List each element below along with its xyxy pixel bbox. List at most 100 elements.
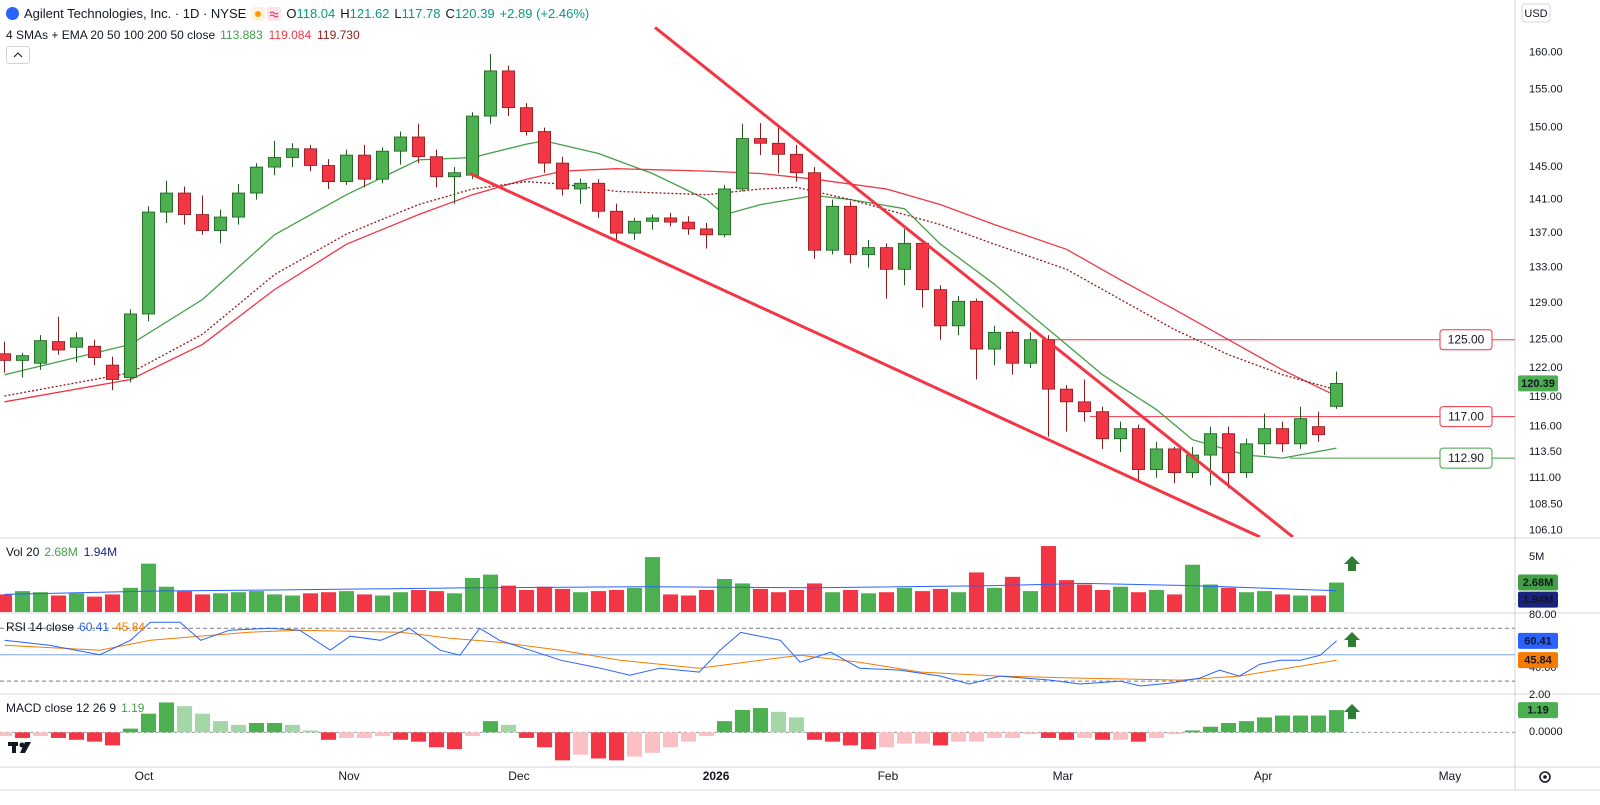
legend-title: RSI 14 close xyxy=(6,620,75,634)
volume-bar xyxy=(770,592,787,612)
macd-histogram-bar xyxy=(1274,715,1291,733)
macd-histogram-bar xyxy=(968,732,985,742)
volume-bar xyxy=(482,574,499,612)
volume-bar xyxy=(680,595,697,612)
volume-bar xyxy=(932,588,949,612)
level-label-box xyxy=(1439,406,1493,428)
up-arrow-icon xyxy=(1344,704,1360,719)
ohlc: O118.04 H121.62 L117.78 C120.39 xyxy=(286,6,494,21)
candle-body xyxy=(1149,448,1164,470)
ohlc-item: C120.39 xyxy=(445,6,494,21)
volume-bar xyxy=(158,586,175,612)
y-tick-label: 116.00 xyxy=(1529,421,1562,433)
rsi-line xyxy=(4,621,1337,687)
candle-body xyxy=(1257,428,1272,445)
candle-body xyxy=(429,156,444,178)
candle-body xyxy=(1275,428,1290,445)
volume-bar xyxy=(878,592,895,612)
macd-histogram-bar xyxy=(1238,721,1255,733)
x-tick-label: May xyxy=(1439,769,1462,783)
macd-histogram-bar xyxy=(1058,732,1075,740)
volume-bar xyxy=(1148,590,1165,612)
y-tick-label: 155.00 xyxy=(1529,83,1563,95)
volume-bar xyxy=(1166,594,1183,612)
macd-histogram-bar xyxy=(860,732,877,750)
macd-legend: MACD close 12 26 9 1.19 xyxy=(6,701,144,715)
candle-body xyxy=(87,345,102,358)
plot-area xyxy=(0,26,1515,537)
chevron-icon xyxy=(13,52,23,58)
volume-bar xyxy=(446,593,463,612)
candle-body xyxy=(1041,339,1056,390)
volume-bar xyxy=(338,591,355,612)
candle-body xyxy=(1203,433,1218,456)
candle-body xyxy=(897,242,912,270)
macd-histogram-bar xyxy=(50,732,67,738)
legend-value: 1.19 xyxy=(121,701,145,715)
candle-body xyxy=(357,154,372,180)
macd-histogram-bar xyxy=(392,732,409,740)
level-label-box xyxy=(1439,329,1493,351)
volume-value-label: 2.68M xyxy=(1523,577,1554,589)
candle-body xyxy=(843,205,858,255)
macd-histogram-bar xyxy=(356,732,373,738)
macd-histogram-bar xyxy=(518,732,535,738)
macd-histogram-bar xyxy=(1256,717,1273,733)
volume-bar xyxy=(176,591,193,612)
macd-histogram-bar xyxy=(1094,732,1111,740)
symbol-title: Agilent Technologies, Inc. · 1D · NYSE xyxy=(24,6,247,21)
volume-bar xyxy=(644,557,661,612)
macd-histogram-bar xyxy=(104,732,121,746)
candle-body xyxy=(807,172,822,251)
candle-body xyxy=(177,192,192,215)
ohlc-label: C xyxy=(445,6,455,21)
macd-histogram-bar xyxy=(464,732,481,737)
macd-histogram-bar xyxy=(122,728,139,733)
macd-histogram-bar xyxy=(914,732,931,744)
tv-logo xyxy=(8,742,31,753)
macd-histogram-bar xyxy=(428,732,445,748)
candle-body xyxy=(717,188,732,236)
currency: USD xyxy=(1524,8,1547,20)
y-tick-label: 150.00 xyxy=(1529,122,1563,134)
candle-body xyxy=(987,331,1002,350)
macd-histogram-bar xyxy=(32,732,49,737)
ohlc-value: 120.39 xyxy=(454,6,495,21)
level-label: 117.00 xyxy=(1448,409,1484,423)
y-tick-label: 5M xyxy=(1529,551,1544,563)
candle-body xyxy=(1221,433,1236,474)
macd-histogram-bar xyxy=(1040,732,1057,738)
x-tick-label: Feb xyxy=(878,769,899,783)
settings-icon[interactable] xyxy=(1539,771,1551,783)
macd-histogram-bar xyxy=(158,702,175,733)
volume-bar xyxy=(554,588,571,612)
volume-bar xyxy=(536,586,553,612)
macd-histogram-bar xyxy=(266,723,283,733)
y-tick-label: 137.00 xyxy=(1529,227,1563,239)
candle-body xyxy=(159,192,174,213)
legend-value: 119.730 xyxy=(317,28,360,42)
level-label-box xyxy=(1439,447,1493,469)
volume-bar xyxy=(1220,587,1237,612)
candle-body xyxy=(105,364,120,380)
candle-body xyxy=(771,142,786,155)
currency-button[interactable] xyxy=(1521,3,1551,23)
macd-value-label: 1.19 xyxy=(1527,705,1548,717)
y-tick-label: 2.00 xyxy=(1529,689,1550,701)
candle-body xyxy=(69,337,84,348)
symbol-logo xyxy=(6,7,19,20)
y-tick-label: 125.00 xyxy=(1529,334,1563,346)
candle-body xyxy=(861,247,876,255)
candle-body xyxy=(303,148,318,166)
candle-body xyxy=(1113,428,1128,440)
legend-value: 45.84 xyxy=(115,620,146,634)
candle-body xyxy=(447,172,462,178)
x-tick-label: Dec xyxy=(508,769,529,783)
y-tick-label: 160.00 xyxy=(1529,46,1563,58)
collapse-button[interactable] xyxy=(6,46,30,64)
volume-bar xyxy=(950,592,967,612)
macd-histogram-bar xyxy=(986,732,1003,738)
macd-histogram-bar xyxy=(374,732,391,737)
volume-bar xyxy=(1238,592,1255,612)
